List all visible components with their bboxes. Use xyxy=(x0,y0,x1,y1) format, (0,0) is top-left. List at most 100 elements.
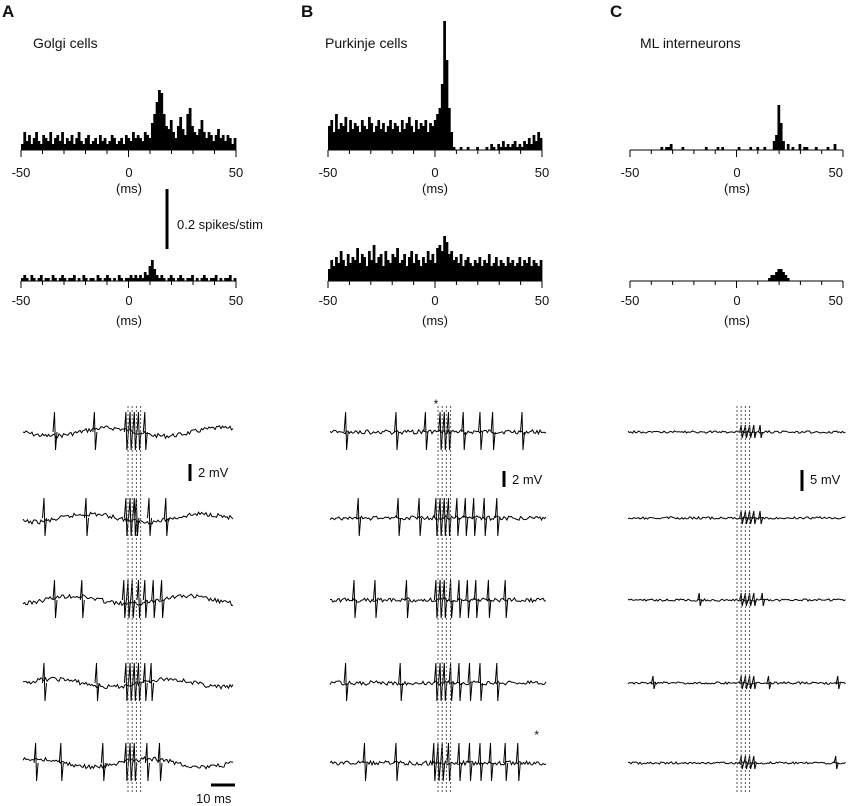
psth-bar xyxy=(375,126,378,150)
psth-bar xyxy=(96,144,100,150)
psth-bar xyxy=(443,21,446,150)
tick-label: 0 xyxy=(733,293,740,308)
psth-bar xyxy=(520,266,524,281)
psth-bar xyxy=(68,141,72,150)
psth-bar xyxy=(473,260,477,281)
psth-bar xyxy=(506,257,510,281)
psth-bar xyxy=(56,135,60,150)
psth-bar xyxy=(450,132,454,150)
psth-bar xyxy=(440,84,444,150)
tick-label: -50 xyxy=(621,165,640,180)
psth-bar xyxy=(492,263,496,281)
panel-letter-b: B xyxy=(301,2,313,21)
spike xyxy=(758,510,764,525)
psth-bar xyxy=(332,266,336,281)
psth-bar xyxy=(335,114,338,150)
psth-bar xyxy=(82,144,86,150)
psth-bar xyxy=(205,278,209,281)
psth-bar xyxy=(504,266,508,281)
psth-bar xyxy=(61,275,64,281)
psth-bar xyxy=(349,263,352,281)
psth-bar xyxy=(139,138,142,150)
psth-bar xyxy=(749,147,753,150)
psth-bar xyxy=(782,141,785,150)
spike xyxy=(442,579,448,619)
tick-label: 0 xyxy=(125,293,132,308)
psth-bar xyxy=(28,135,31,150)
spike xyxy=(373,579,378,619)
psth-bar xyxy=(768,278,771,281)
psth-bar xyxy=(492,147,496,150)
voltage-scale-label-a: 2 mV xyxy=(198,465,229,480)
psth-bar xyxy=(344,266,348,281)
psth-bar xyxy=(205,138,209,150)
psth-bar xyxy=(231,144,235,150)
psth-bar xyxy=(113,138,116,150)
psth-bar xyxy=(499,260,503,281)
psth-bar xyxy=(382,266,385,281)
psth-bar xyxy=(476,147,479,150)
psth-bar xyxy=(471,266,475,281)
psth-bar xyxy=(417,129,421,150)
psth-bar xyxy=(443,236,446,281)
psth-bar xyxy=(176,126,180,150)
psth-bar xyxy=(379,129,383,150)
psth-bar xyxy=(224,141,227,150)
psth-bar xyxy=(54,278,57,281)
tick-label: 0 xyxy=(733,165,740,180)
psth-bar xyxy=(129,275,133,281)
psth-bar xyxy=(450,251,454,281)
panel-letter-c: C xyxy=(610,2,622,21)
psth-bar xyxy=(459,254,463,281)
psth-bar xyxy=(132,278,135,281)
spike xyxy=(33,742,39,782)
psth-bar xyxy=(660,147,664,150)
spike xyxy=(396,497,402,537)
psth-bar xyxy=(191,126,194,150)
axis-labels-a-top: -50 0 50 (ms) xyxy=(12,165,244,196)
psth-bar xyxy=(108,141,112,150)
spike xyxy=(651,675,656,690)
psth-bar xyxy=(210,135,213,150)
psth-bar xyxy=(530,144,533,150)
psth-bar xyxy=(490,266,494,281)
psth-bar xyxy=(398,263,402,281)
spike xyxy=(751,510,757,525)
voltage-scale-label-c: 5 mV xyxy=(810,472,841,487)
psth-bar xyxy=(98,278,102,281)
psth-bar xyxy=(469,263,472,281)
psth-a-bottom xyxy=(20,260,237,288)
psth-bar xyxy=(174,138,178,150)
spike xyxy=(503,579,509,619)
psth-bar xyxy=(212,141,216,150)
psth-bar xyxy=(37,278,41,281)
spike xyxy=(751,424,757,439)
psth-bar xyxy=(87,135,90,150)
psth-bar xyxy=(504,147,508,150)
psth-bar xyxy=(339,123,343,150)
voltage-scale-label-b: 2 mV xyxy=(512,472,543,487)
psth-bar xyxy=(335,257,338,281)
psth-bar xyxy=(169,120,173,150)
spike xyxy=(471,497,477,537)
psth-bar xyxy=(328,269,331,281)
psth-bar xyxy=(438,108,442,150)
spike xyxy=(751,755,757,770)
psth-bar xyxy=(365,266,369,281)
spike xyxy=(758,424,764,439)
spike xyxy=(457,662,462,702)
psth-bar xyxy=(452,147,456,150)
psth-bar xyxy=(94,138,97,150)
spike xyxy=(431,742,437,782)
psth-bar xyxy=(342,126,345,150)
psth-bar xyxy=(363,126,367,150)
psth-bar xyxy=(356,248,359,281)
psth-bar xyxy=(382,123,385,150)
psth-bar xyxy=(224,278,227,281)
psth-bar xyxy=(141,278,145,281)
psth-bar xyxy=(328,126,331,150)
tick-label: 0 xyxy=(125,165,132,180)
psth-bar xyxy=(826,147,830,150)
psth-bar xyxy=(330,120,334,150)
psth-bar xyxy=(44,138,48,150)
